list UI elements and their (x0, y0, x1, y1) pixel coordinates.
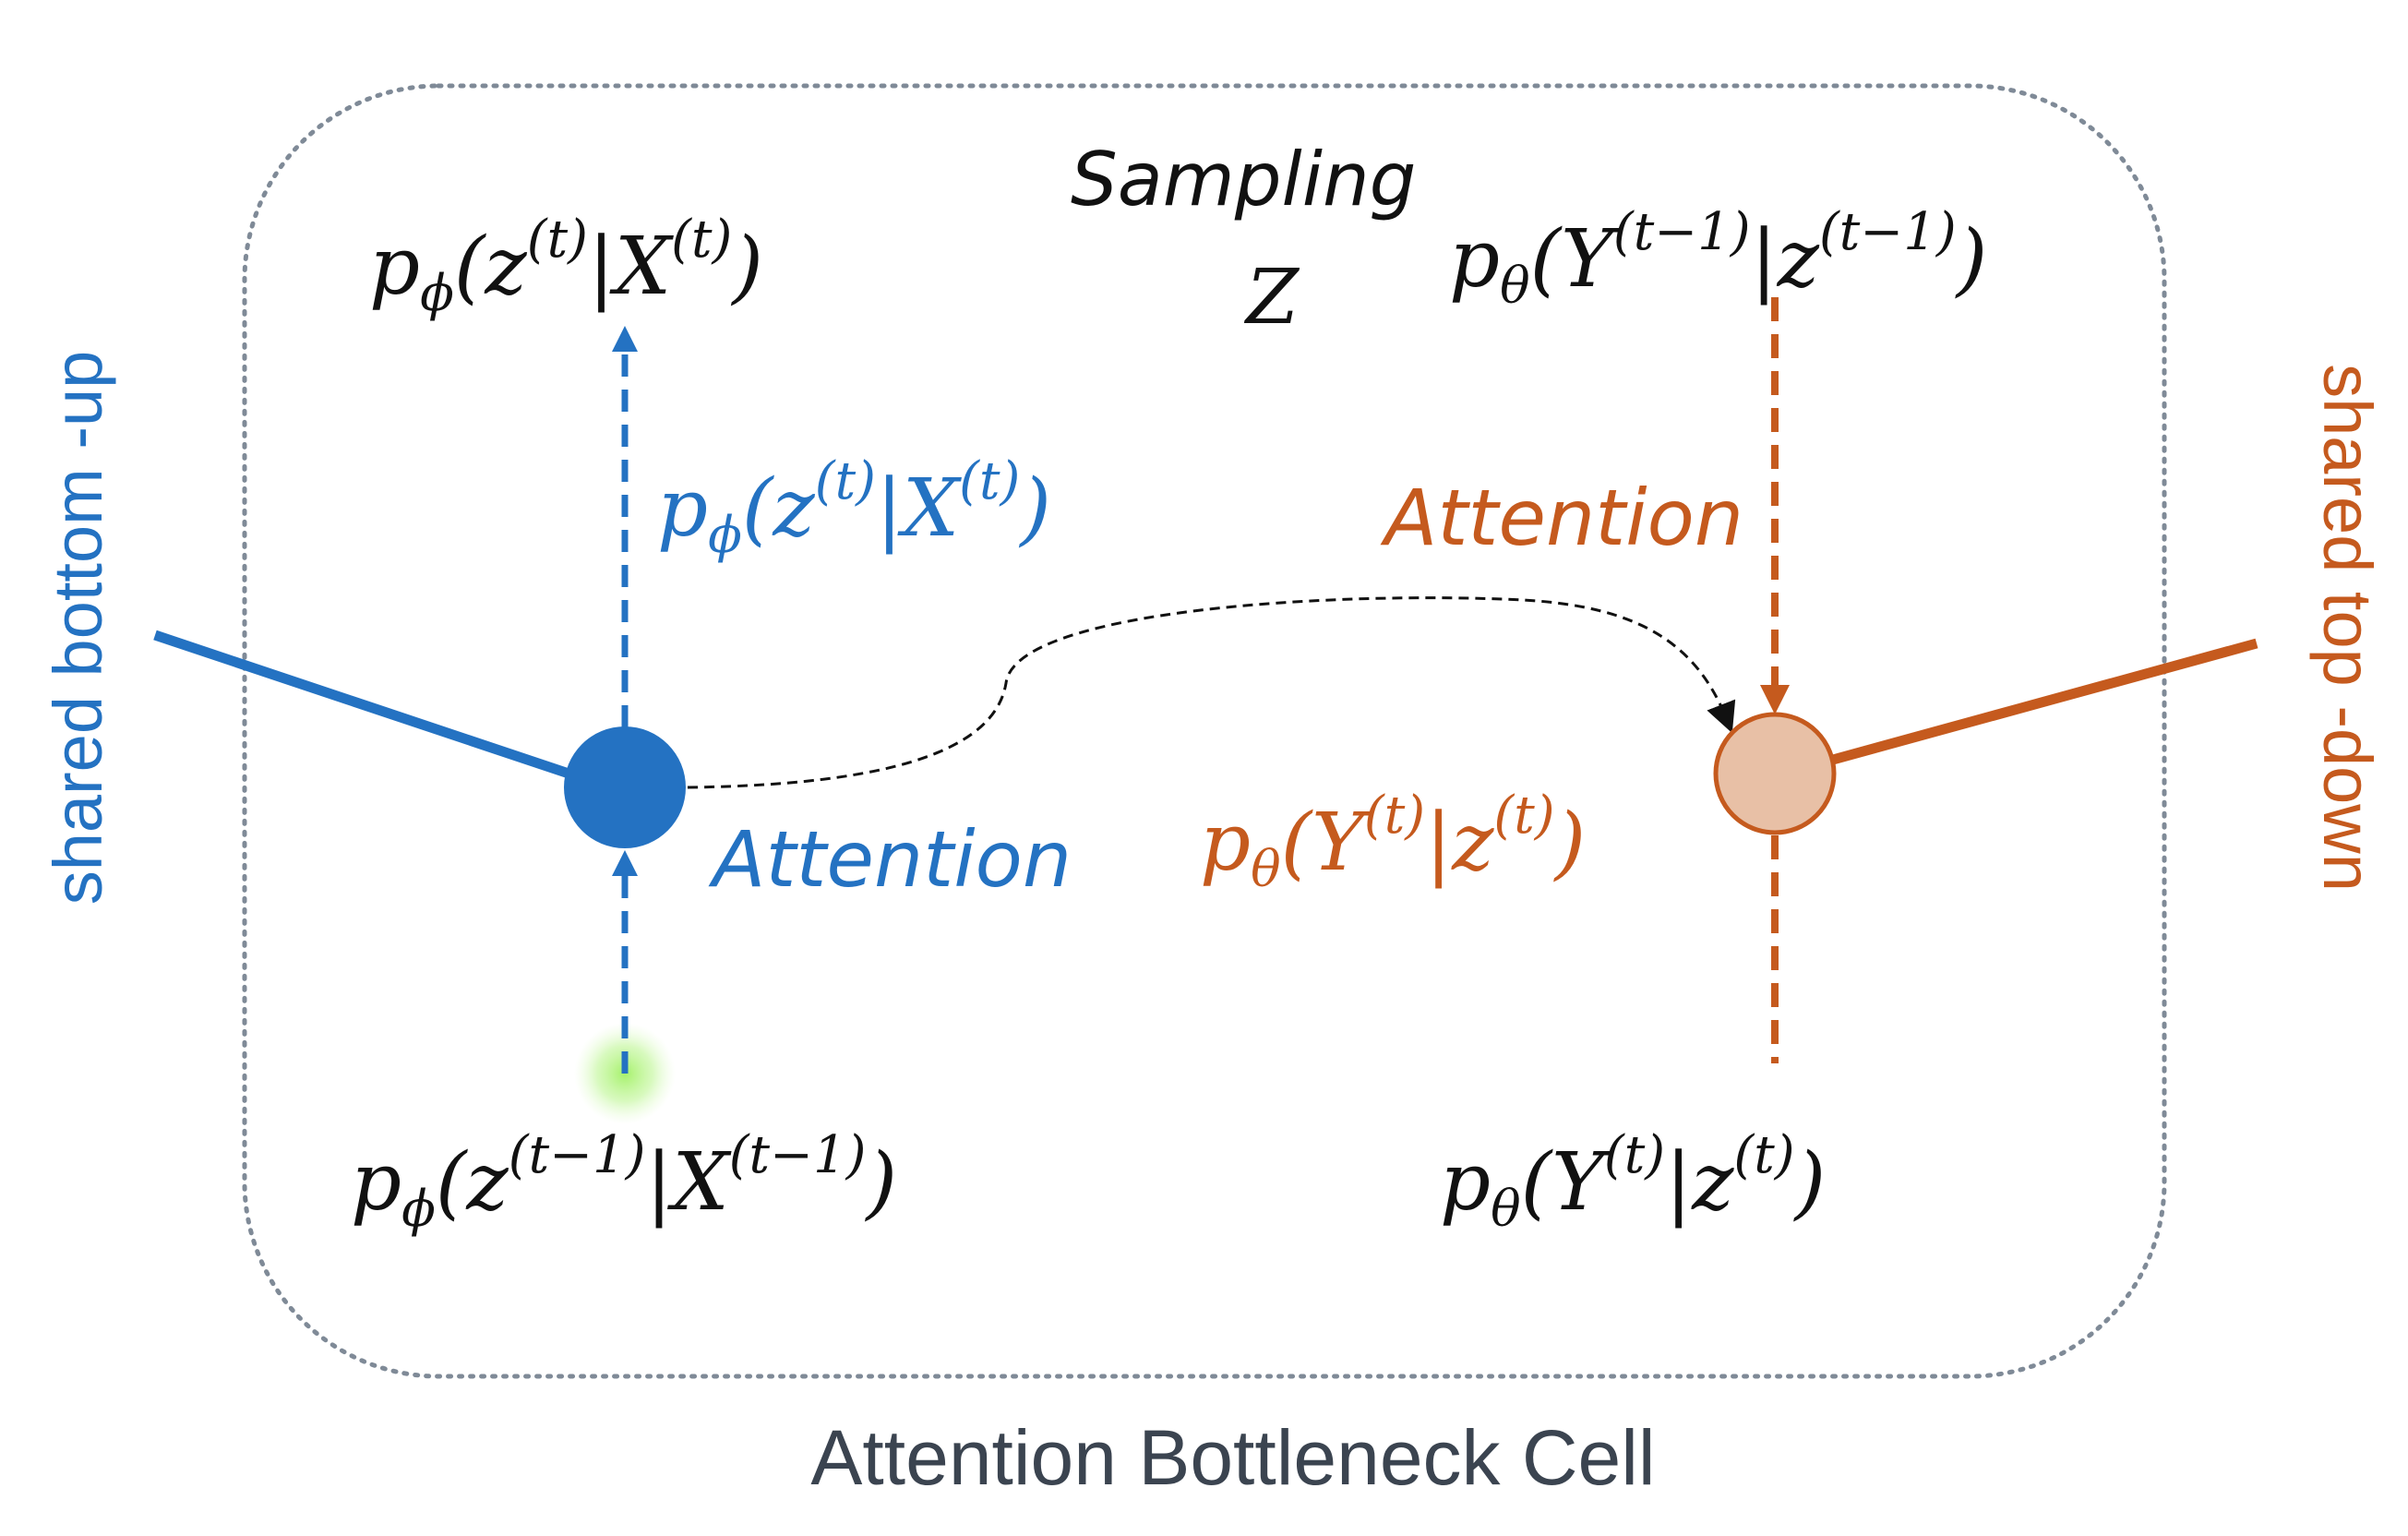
cell-border (242, 83, 2167, 1379)
cell-caption: Attention Bottleneck Cell (810, 1414, 1655, 1501)
top-down-mid-formula: pθ(Y(t)|z(t)) (1200, 786, 1586, 898)
bottom-up-bottom-formula: pϕ(z(t−1)|X(t−1)) (351, 1125, 897, 1238)
bottom-up-node (564, 726, 686, 848)
top-down-top-formula: pθ(Y(t−1)|z(t−1)) (1449, 202, 1987, 315)
shared-bottom-up-label: shared bottom -up (40, 351, 116, 906)
bottom-up-attention-label: Attention (708, 814, 1072, 905)
shared-bottom-up-line (153, 630, 626, 798)
top-down-bottom-formula: pθ(Y(t)|z(t)) (1440, 1125, 1826, 1238)
sampling-curve-arrow (687, 596, 1736, 789)
shared-top-down-label: shared top -down (2309, 364, 2386, 892)
bottom-up-top-formula: pϕ(z(t)|X(t)) (369, 210, 763, 322)
shared-top-down-line (1774, 638, 2258, 781)
bottom-up-mid-formula: pϕ(z(t)|X(t)) (657, 451, 1051, 564)
top-down-attention-label: Attention (1380, 473, 1743, 563)
sampling-title: Sampling (1071, 137, 1416, 222)
sampling-symbol: Z (1243, 254, 1300, 342)
top-down-node (1713, 712, 1837, 835)
